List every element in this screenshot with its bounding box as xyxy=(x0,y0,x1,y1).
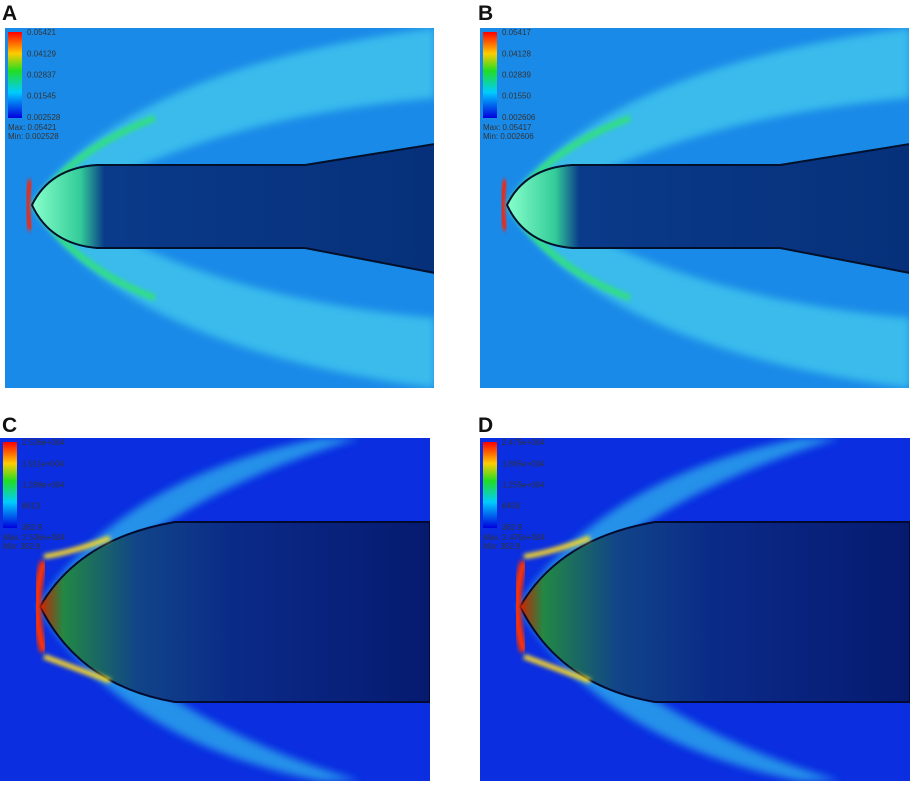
shoulder xyxy=(523,535,591,684)
colorbar-label: 362.9 xyxy=(22,523,43,532)
colorbar xyxy=(483,32,497,118)
colorbar-label: 0.05417 xyxy=(502,28,531,37)
colorbar xyxy=(8,32,22,118)
colorbar-label: 0.02837 xyxy=(27,71,56,80)
body xyxy=(30,143,434,274)
stagnation xyxy=(33,560,48,653)
colorbar-label: 2.536e+004 xyxy=(22,438,65,447)
colorbar-label: 0.04128 xyxy=(502,49,531,58)
shock-outer xyxy=(507,28,909,205)
colorbar-label: 1.911e+004 xyxy=(22,459,64,468)
shoulder xyxy=(43,535,111,684)
colorbar xyxy=(483,442,497,528)
stagnation xyxy=(513,560,528,653)
max-label: Max: 2.475e+004 xyxy=(483,533,546,542)
colorbar-label: 1.286e+004 xyxy=(22,481,65,490)
contour-plot: 0.05421 0.04129 0.02837 0.01545 0.002528Max:… xyxy=(5,28,434,388)
body xyxy=(505,143,909,274)
panel-label: B xyxy=(478,2,493,25)
colorbar-label: 0.02839 xyxy=(502,71,531,80)
colorbar xyxy=(3,442,17,528)
colorbar-label: 0.002528 xyxy=(27,113,61,122)
contour-plot: 2.536e+0041.911e+0041.286e+0046613362.9M… xyxy=(0,438,430,781)
colorbar-label: 0.002606 xyxy=(502,113,536,122)
colorbar-label: 1.255e+004 xyxy=(502,481,545,490)
colorbar-label: 6613 xyxy=(22,502,40,511)
colorbar-label: 0.01550 xyxy=(502,92,531,101)
contour-plot: 0.05417 0.04128 0.02839 0.01550 0.002606Max:… xyxy=(480,28,909,388)
min-label: Min: 362.9 xyxy=(3,542,41,551)
colorbar-label: 2.475e+004 xyxy=(502,438,545,447)
contour-plot: 2.475e+0041.865e+0041.255e+0046459362.9M… xyxy=(480,438,910,781)
min-label: Min: 0.002606 xyxy=(483,132,534,141)
colorbar-label: 0.04129 xyxy=(27,49,56,58)
colorbar-label: 362.9 xyxy=(502,523,523,532)
stagnation xyxy=(499,179,509,231)
shock-outer xyxy=(507,205,909,388)
colorbar-label: 0.05421 xyxy=(27,28,56,37)
panel-label: A xyxy=(2,2,17,25)
max-label: Max: 2.536e+004 xyxy=(3,533,66,542)
shock-outer xyxy=(32,28,434,205)
max-label: Max: 0.05417 xyxy=(483,123,532,132)
max-label: Max: 0.05421 xyxy=(8,123,57,132)
colorbar-label: 1.865e+004 xyxy=(502,459,545,468)
min-label: Min: 362.9 xyxy=(483,542,521,551)
colorbar-label: 0.01545 xyxy=(27,92,56,101)
body xyxy=(38,521,430,703)
panel-label: D xyxy=(478,414,493,437)
panel-label: C xyxy=(2,414,17,437)
shock-outer xyxy=(32,205,434,388)
body xyxy=(518,521,910,703)
stagnation xyxy=(24,179,34,231)
min-label: Min: 0.002528 xyxy=(8,132,59,141)
colorbar-label: 6459 xyxy=(502,502,520,511)
